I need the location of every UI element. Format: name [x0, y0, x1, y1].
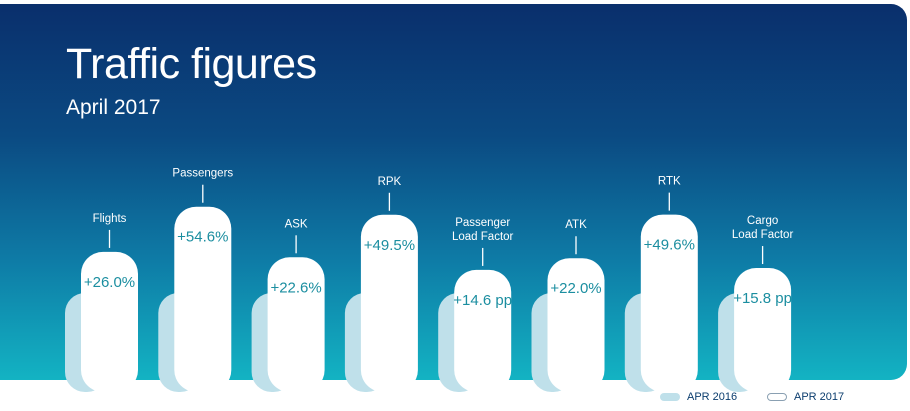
bar-apr-2017-passengers: [174, 206, 232, 392]
value-label-rtk: +49.6%: [644, 237, 695, 254]
category-label-passenger-load-factor-line-2: Load Factor: [452, 231, 514, 243]
category-label-flights: Flights: [93, 213, 127, 225]
category-label-atk: ATK: [565, 219, 587, 231]
value-label-passenger-load-factor: +14.6 pp: [453, 292, 512, 309]
category-label-rtk: RTK: [658, 176, 681, 188]
category-label-cargo-load-factor-line-2: Load Factor: [732, 229, 794, 241]
value-label-atk: +22.0%: [550, 280, 601, 297]
value-label-rpk: +49.5%: [364, 237, 415, 254]
legend-swatch-apr-2017: [767, 393, 787, 401]
bar-apr-2017-rpk: [360, 214, 418, 392]
value-label-passengers: +54.6%: [177, 229, 228, 246]
bar-apr-2017-flights: [81, 251, 138, 392]
value-label-cargo-load-factor: +15.8 pp: [733, 290, 792, 307]
category-label-ask: ASK: [285, 218, 308, 230]
bar-apr-2017-ask: [267, 257, 325, 392]
legend-item-apr-2016: APR 2016: [660, 390, 737, 404]
chart-title: Traffic figures: [66, 40, 317, 88]
legend-label-apr-2017: APR 2017: [794, 391, 845, 403]
legend-swatch-apr-2016: [660, 393, 680, 401]
bar-apr-2017-rtk: [640, 214, 698, 392]
category-label-passenger-load-factor-line-1: Passenger: [455, 217, 510, 229]
value-label-ask: +22.6%: [270, 279, 321, 296]
category-label-passengers: Passengers: [172, 168, 233, 180]
category-label-cargo-load-factor-line-1: Cargo: [747, 215, 778, 227]
bar-apr-2017-atk: [547, 258, 605, 392]
bar-apr-2017-passenger-load-factor: [454, 269, 512, 392]
legend-item-apr-2017: APR 2017: [767, 390, 844, 404]
value-label-flights: +26.0%: [84, 274, 135, 291]
bar-apr-2017-cargo-load-factor: [734, 268, 792, 392]
chart-subtitle: April 2017: [66, 96, 161, 119]
legend-label-apr-2016: APR 2016: [687, 391, 738, 403]
category-label-rpk: RPK: [378, 176, 402, 188]
